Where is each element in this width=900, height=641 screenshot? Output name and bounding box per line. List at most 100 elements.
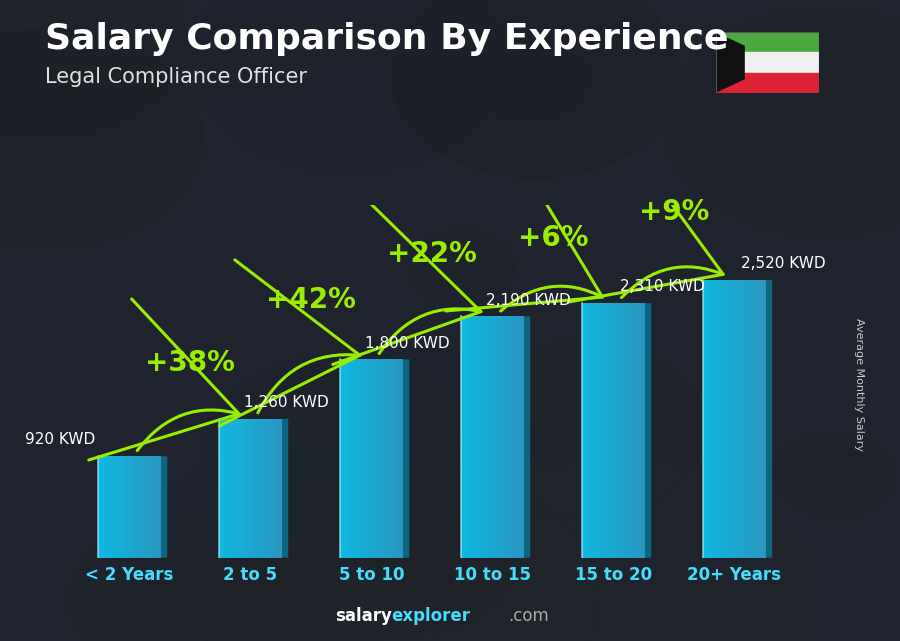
Text: 2,520 KWD: 2,520 KWD	[741, 256, 825, 271]
Bar	[262, 419, 263, 558]
Bar	[249, 419, 250, 558]
Bar	[381, 360, 382, 558]
Bar	[139, 456, 140, 558]
Bar	[513, 317, 515, 558]
Circle shape	[0, 42, 184, 204]
Bar	[342, 360, 343, 558]
Bar	[222, 419, 224, 558]
Bar	[741, 280, 742, 558]
Bar	[148, 456, 150, 558]
Bar	[256, 419, 258, 558]
Bar	[271, 419, 273, 558]
Bar	[125, 456, 127, 558]
Bar	[155, 456, 157, 558]
Bar	[583, 303, 585, 558]
Bar	[508, 317, 510, 558]
Bar	[733, 280, 734, 558]
Bar	[364, 360, 365, 558]
Bar	[467, 317, 469, 558]
Circle shape	[0, 0, 185, 136]
Bar	[486, 317, 488, 558]
Bar	[582, 303, 584, 558]
Bar	[252, 419, 254, 558]
Bar	[258, 419, 260, 558]
Circle shape	[206, 356, 462, 538]
Circle shape	[0, 29, 202, 247]
Bar	[515, 317, 517, 558]
Bar	[117, 456, 119, 558]
Text: +42%: +42%	[266, 287, 356, 314]
Bar	[709, 280, 711, 558]
Bar	[361, 360, 362, 558]
Bar	[277, 419, 279, 558]
Bar	[231, 419, 233, 558]
Bar	[239, 419, 241, 558]
Bar	[144, 456, 146, 558]
Bar	[496, 317, 498, 558]
Bar	[380, 360, 381, 558]
Bar	[507, 317, 508, 558]
Bar	[243, 419, 245, 558]
Bar	[237, 419, 239, 558]
Polygon shape	[524, 317, 530, 558]
Bar	[113, 456, 115, 558]
Bar	[346, 360, 348, 558]
Bar	[130, 456, 131, 558]
Circle shape	[775, 433, 893, 517]
Bar	[751, 280, 752, 558]
Bar	[713, 280, 714, 558]
Bar	[269, 419, 271, 558]
Bar	[368, 360, 370, 558]
Bar	[730, 280, 732, 558]
Bar	[483, 317, 485, 558]
Text: +6%: +6%	[518, 224, 589, 253]
Bar	[716, 32, 819, 53]
Bar	[589, 303, 590, 558]
Bar	[235, 419, 237, 558]
Bar	[635, 303, 637, 558]
Bar	[472, 317, 473, 558]
Bar	[749, 280, 751, 558]
Bar	[279, 419, 281, 558]
FancyArrowPatch shape	[333, 202, 481, 364]
Bar	[738, 280, 739, 558]
Bar	[522, 317, 524, 558]
Bar	[644, 303, 645, 558]
Bar	[492, 317, 494, 558]
Text: +38%: +38%	[145, 349, 235, 376]
Bar	[706, 280, 707, 558]
Bar	[392, 360, 393, 558]
Bar	[461, 317, 463, 558]
Bar	[728, 280, 730, 558]
Bar	[711, 280, 713, 558]
Bar	[466, 317, 467, 558]
Bar	[608, 303, 609, 558]
Bar	[378, 360, 380, 558]
Bar	[585, 303, 587, 558]
Bar	[760, 280, 761, 558]
Bar	[615, 303, 616, 558]
Bar	[246, 419, 248, 558]
Bar	[365, 360, 367, 558]
Bar	[471, 317, 473, 558]
Bar	[359, 360, 361, 558]
Bar	[499, 317, 500, 558]
Bar	[219, 419, 220, 558]
FancyArrowPatch shape	[220, 260, 360, 426]
Bar	[726, 280, 728, 558]
FancyArrowPatch shape	[89, 299, 239, 460]
Bar	[716, 72, 819, 93]
Bar	[351, 360, 353, 558]
Bar	[503, 317, 505, 558]
Bar	[103, 456, 104, 558]
Circle shape	[291, 469, 521, 633]
Circle shape	[425, 460, 812, 641]
Bar	[372, 360, 374, 558]
Bar	[477, 317, 479, 558]
Circle shape	[392, 0, 680, 178]
Bar	[590, 303, 591, 558]
Polygon shape	[161, 456, 167, 558]
Bar	[626, 303, 628, 558]
Bar	[111, 456, 112, 558]
Bar	[400, 360, 401, 558]
